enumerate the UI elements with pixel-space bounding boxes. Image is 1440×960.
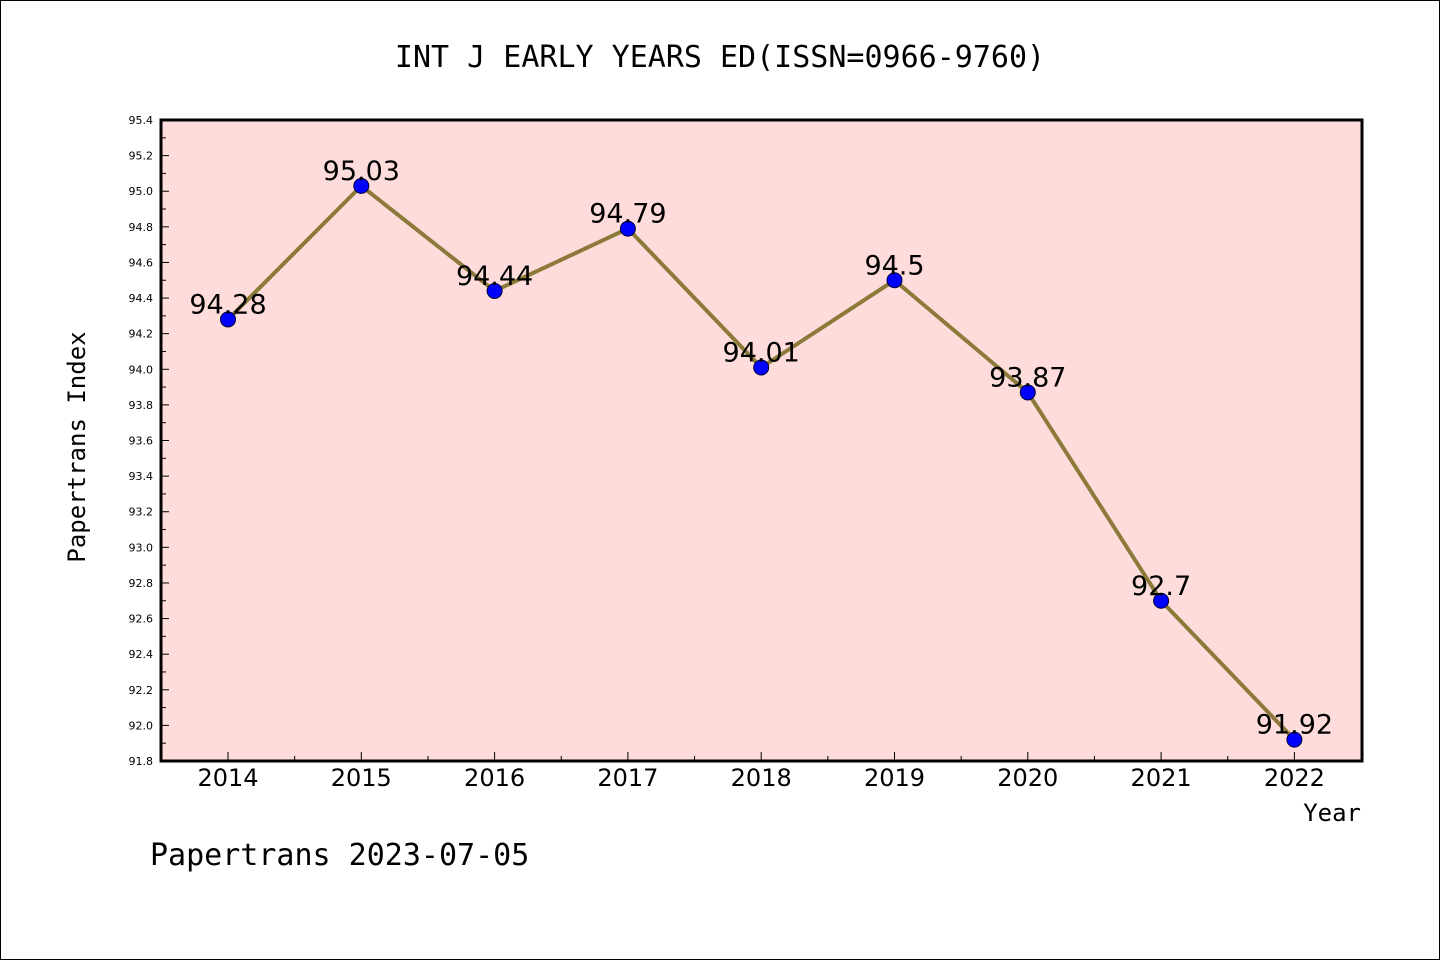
footer-date-stamp: Papertrans 2023-07-05 xyxy=(150,838,529,873)
y-tick-label: 94.6 xyxy=(129,256,154,269)
x-tick-label: 2019 xyxy=(864,764,925,792)
x-tick-label: 2015 xyxy=(331,764,392,792)
y-tick-label: 93.6 xyxy=(129,435,154,448)
x-tick-label: 2022 xyxy=(1264,764,1325,792)
data-point-marker xyxy=(353,177,370,194)
y-tick-label: 91.8 xyxy=(129,755,154,768)
y-tick-label: 92.6 xyxy=(129,613,154,626)
y-tick-label: 94.8 xyxy=(129,221,154,234)
x-tick-label: 2021 xyxy=(1131,764,1192,792)
x-tick-label: 2016 xyxy=(464,764,525,792)
data-point-label: 91.92 xyxy=(1256,710,1333,741)
data-point-marker xyxy=(753,359,770,376)
data-point-marker xyxy=(486,282,503,299)
data-point-marker xyxy=(619,220,636,237)
x-tick-label: 2017 xyxy=(597,764,658,792)
x-tick-label: 2014 xyxy=(197,764,258,792)
data-labels: 94.28 95.03 94.44 94.79 94.01 94.5 93.87 92.7 91… xyxy=(189,156,1333,741)
data-point-label: 94.28 xyxy=(189,289,266,320)
x-tick-label: 2020 xyxy=(997,764,1058,792)
data-point-label: 92.7 xyxy=(1131,571,1191,602)
y-axis-tick-labels: 91.8 92.0 92.2 92.4 92.6 92.8 93.0 93.2 93.4 93.6… xyxy=(129,114,154,768)
data-point-label: 94.01 xyxy=(723,337,800,368)
y-tick-label: 92.8 xyxy=(129,577,154,590)
data-point-marker xyxy=(886,272,903,289)
data-point-label: 94.5 xyxy=(864,250,924,281)
plot-frame xyxy=(159,118,1364,763)
y-tick-label: 94.4 xyxy=(129,292,154,305)
y-tick-label: 93.8 xyxy=(129,399,154,412)
data-point-marker xyxy=(1286,731,1303,748)
x-tick-label: 2018 xyxy=(731,764,792,792)
y-tick-label: 93.4 xyxy=(129,470,154,483)
y-tick-label: 92.0 xyxy=(129,719,154,732)
chart-title: INT J EARLY YEARS ED(ISSN=0966-9760) xyxy=(395,40,1045,75)
data-markers xyxy=(220,177,1303,748)
y-tick-label: 94.0 xyxy=(129,363,154,376)
y-tick-label: 95.0 xyxy=(129,185,154,198)
y-tick-label: 94.2 xyxy=(129,328,154,341)
data-point-label: 95.03 xyxy=(323,156,400,187)
data-point-label: 94.44 xyxy=(456,261,533,292)
x-axis-tick-labels: 2014 2015 2016 2017 2018 2019 2020 2021 2022 xyxy=(197,764,1324,792)
y-tick-label: 92.4 xyxy=(129,648,154,661)
y-tick-label: 95.2 xyxy=(129,150,154,163)
data-point-marker xyxy=(1019,384,1036,401)
data-point-marker xyxy=(220,311,236,328)
data-point-label: 94.79 xyxy=(589,199,666,230)
y-tick-label: 95.4 xyxy=(129,114,154,127)
y-tick-label: 93.2 xyxy=(129,506,154,519)
y-axis-label: Papertrans Index xyxy=(63,331,91,562)
data-point-marker xyxy=(1153,592,1170,609)
y-tick-label: 92.2 xyxy=(129,684,154,697)
data-point-label: 93.87 xyxy=(989,362,1066,393)
y-tick-label: 93.0 xyxy=(129,541,154,554)
plot-area xyxy=(161,120,1362,761)
x-axis-label: Year xyxy=(1303,799,1361,827)
